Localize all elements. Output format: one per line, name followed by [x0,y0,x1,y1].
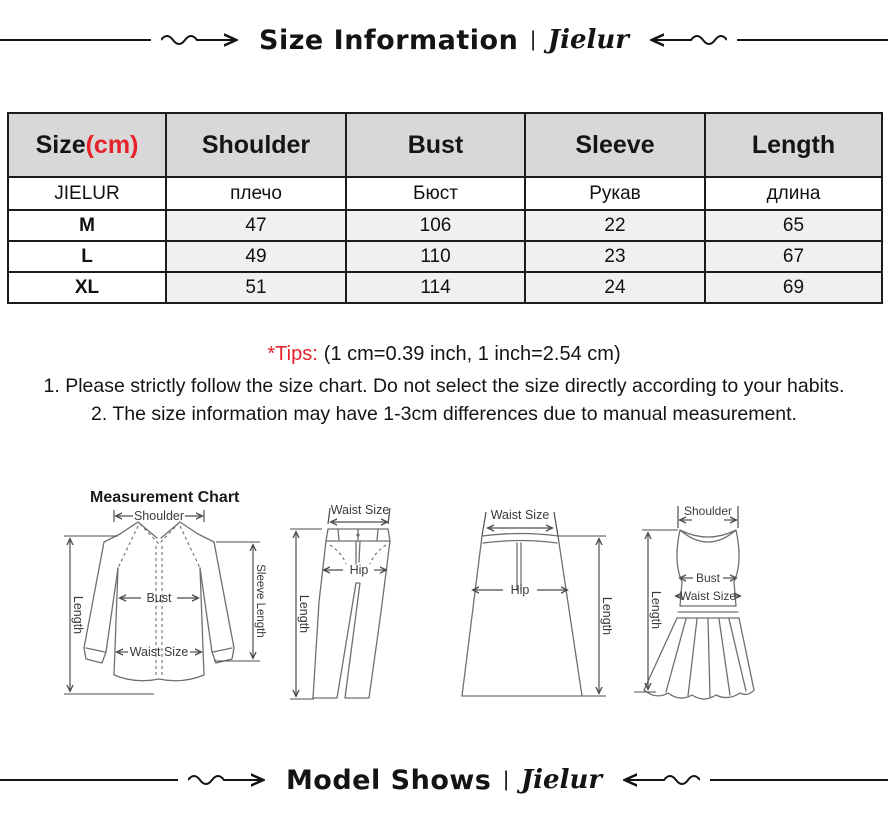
translation-row: JIELUR плечо Бюст Рукав длина [7,176,883,211]
dress-bust-label: Bust [696,571,721,585]
tips-line: *Tips: (1 cm=0.39 inch, 1 inch=2.54 cm) [0,343,888,366]
size-label: Size [35,130,86,159]
shirt-shoulder-label: Shoulder [134,509,184,523]
value-cell: 23 [524,240,706,273]
banner-rule-right [710,779,888,781]
squiggle-arrow-left-icon [612,767,701,793]
note-1: 1. Please strictly follow the size chart… [43,375,845,397]
dress-measurement-diagram: Shoulder Bust Waist Size Length [634,504,755,700]
dress-waist-label: Waist Size [680,589,737,603]
note-2: 2. The size information may have 1-3cm d… [91,403,797,425]
notes-section: 1. Please strictly follow the size chart… [0,372,888,428]
pants-hip-label: Hip [350,563,369,577]
value-cell: 67 [704,240,883,273]
dress-shoulder-label: Shoulder [684,504,732,518]
size-unit-label: (cm) [85,130,139,159]
col-header-shoulder: Shoulder [165,112,347,178]
translation-cell: Бюст [345,176,526,211]
skirt-waist-label: Waist Size [491,508,550,522]
shirt-measurement-diagram: Shoulder Bust Waist Size Length Sleeve L… [64,509,266,695]
banner-rule-left [0,39,152,41]
value-cell: 22 [524,209,706,242]
size-cell: M [7,209,167,242]
shirt-waist-label: Waist Size [130,645,189,659]
value-cell: 49 [165,240,347,273]
squiggle-arrow-right-icon [187,767,276,793]
banner-divider: | [503,768,509,791]
value-cell: 69 [704,271,883,304]
brand-name: Jielur [547,25,629,55]
tips-label: *Tips: [267,343,318,365]
skirt-hip-label: Hip [511,583,530,597]
skirt-measurement-diagram: Waist Size Hip Length [461,508,612,697]
banner-title: Size Information [259,24,519,56]
banner-rule-left [0,779,178,781]
shirt-length-label: Length [71,596,85,634]
dress-length-label: Length [649,591,663,629]
measurement-chart-title: Measurement Chart [90,489,240,506]
translation-cell: Рукав [524,176,706,211]
translation-cell: длина [704,176,883,211]
squiggle-arrow-left-icon [639,27,727,53]
col-header-sleeve: Sleeve [524,112,706,178]
value-cell: 51 [165,271,347,304]
pants-measurement-diagram: Waist Size Hip Length [290,503,391,700]
value-cell: 114 [345,271,526,304]
brand-cell: JIELUR [7,176,167,211]
size-row-m: M 47 106 22 65 [7,209,883,242]
size-cell: XL [7,271,167,304]
size-row-l: L 49 110 23 67 [7,240,883,273]
banner-rule-right [736,39,888,41]
size-cell: L [7,240,167,273]
value-cell: 47 [165,209,347,242]
brand-name: Jielur [520,765,603,795]
col-header-size: Size(cm) [7,112,167,178]
size-chart-table: Size(cm) Shoulder Bust Sleeve Length JIE… [7,112,883,304]
translation-cell: плечо [165,176,347,211]
pants-waist-label: Waist Size [331,503,390,517]
value-cell: 65 [704,209,883,242]
skirt-length-label: Length [600,597,612,635]
banner-divider: | [530,28,536,51]
tips-text: (1 cm=0.39 inch, 1 inch=2.54 cm) [323,343,621,365]
shirt-bust-label: Bust [146,591,172,605]
size-row-xl: XL 51 114 24 69 [7,271,883,304]
model-shows-banner: Model Shows | Jielur [0,760,888,800]
size-information-banner: Size Information | Jielur [0,20,888,60]
value-cell: 24 [524,271,706,304]
banner-title: Model Shows [285,764,492,796]
table-header-row: Size(cm) Shoulder Bust Sleeve Length [7,112,883,178]
value-cell: 106 [345,209,526,242]
col-header-bust: Bust [345,112,526,178]
squiggle-arrow-right-icon [161,27,249,53]
value-cell: 110 [345,240,526,273]
shirt-sleeve-length-label: Sleeve Length [254,564,266,638]
col-header-length: Length [704,112,883,178]
pants-length-label: Length [297,595,311,633]
